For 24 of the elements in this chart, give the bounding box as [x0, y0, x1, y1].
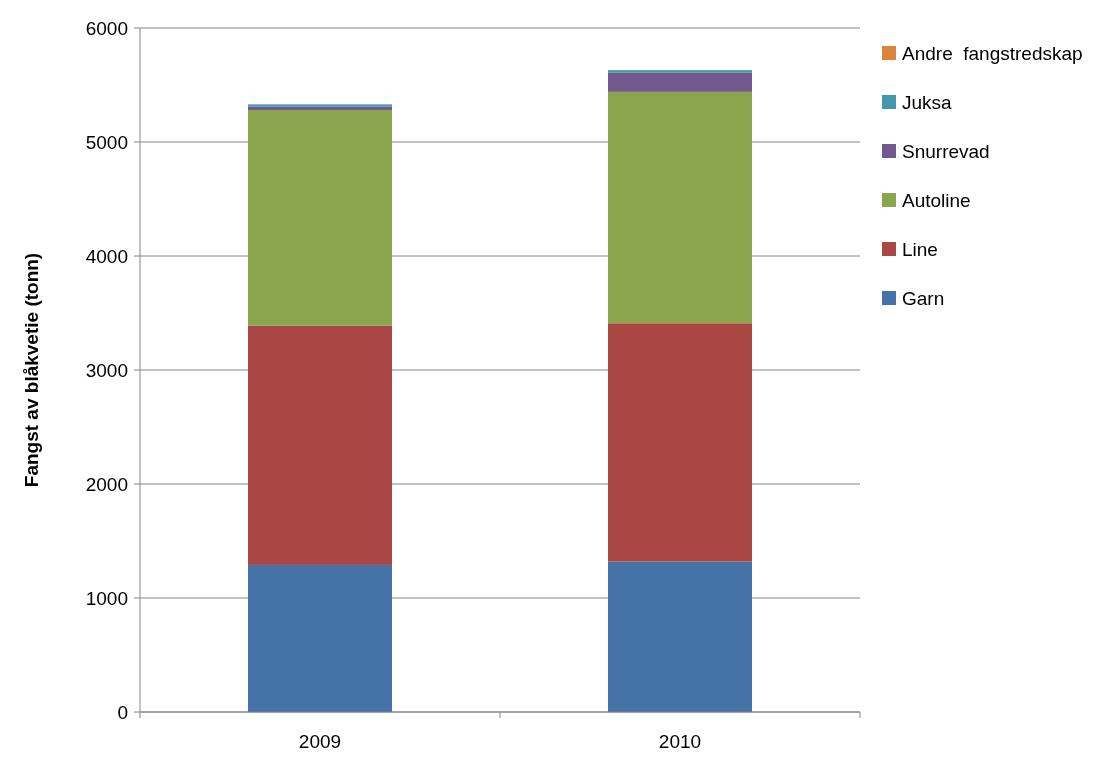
legend-label: Snurrevad [902, 140, 990, 162]
x-tick-label: 2010 [658, 731, 702, 752]
x-tick-label: 2009 [298, 731, 342, 752]
y-tick-label: 2000 [85, 473, 128, 495]
bar [608, 91, 752, 324]
y-tick-label: 6000 [85, 17, 128, 39]
y-tick-label: 3000 [85, 359, 128, 381]
bar [248, 564, 392, 712]
legend-label: Line [902, 238, 938, 260]
bar [608, 323, 752, 562]
legend-label: Juksa [902, 91, 953, 113]
bar [608, 561, 752, 712]
legend-label: Autoline [902, 189, 971, 211]
legend-label: Garn [902, 287, 945, 309]
bar [248, 325, 392, 565]
y-axis-title: Fangst av blåkvetie (tonn) [21, 252, 42, 488]
y-tick-label: 1000 [85, 587, 128, 609]
y-tick-label: 0 [117, 701, 128, 723]
legend-label: Andre fangstredskap [902, 42, 1083, 64]
y-tick-label: 5000 [85, 131, 128, 153]
y-tick-label: 4000 [85, 245, 128, 267]
bar [608, 72, 752, 92]
bar [248, 104, 392, 107]
bar [248, 110, 392, 326]
